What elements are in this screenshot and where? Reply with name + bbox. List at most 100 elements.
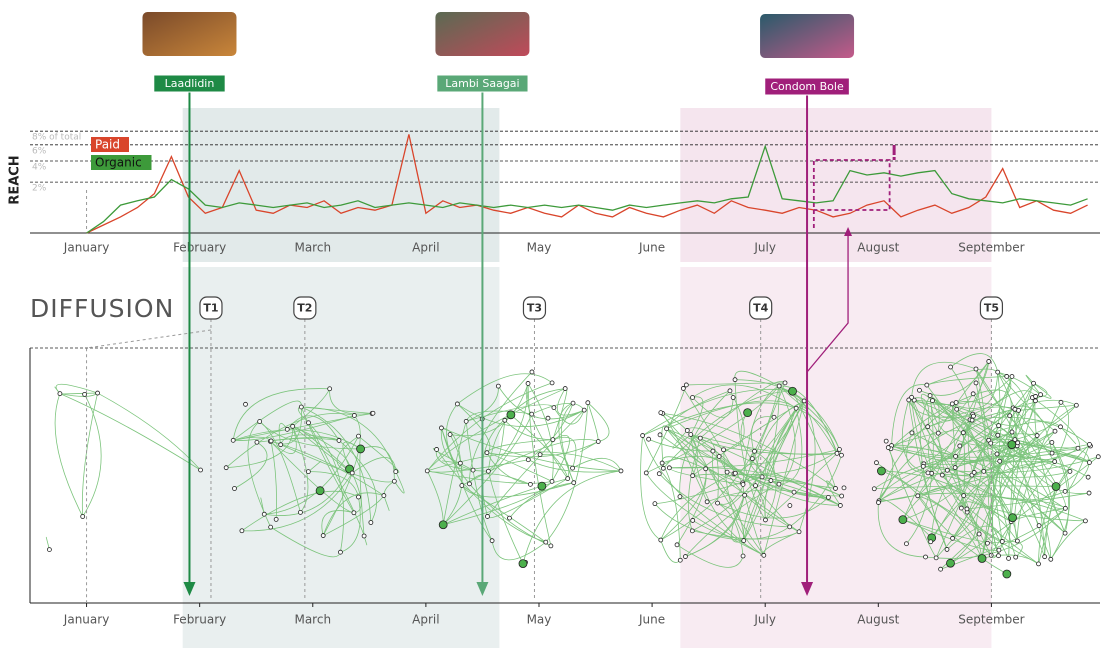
network-node	[886, 446, 890, 450]
network-node	[1037, 524, 1041, 528]
network-edge	[487, 479, 567, 518]
infographic: REACH DIFFUSION 8% of total6%4%2%January…	[0, 0, 1104, 648]
network-node	[467, 482, 471, 486]
network-node	[916, 494, 920, 498]
network-node	[1087, 461, 1091, 465]
network-node	[1086, 475, 1090, 479]
network-node	[675, 543, 679, 547]
x-tick-label: August	[857, 613, 899, 627]
network-edge	[505, 420, 553, 439]
network-node	[1063, 489, 1067, 493]
network-edge	[56, 384, 98, 393]
network-node	[876, 501, 880, 505]
network-node	[698, 436, 702, 440]
network-node	[661, 466, 665, 470]
network-node	[1049, 557, 1053, 561]
network-node	[47, 548, 51, 552]
network-node	[929, 540, 933, 544]
network-node	[586, 401, 590, 405]
network-node	[572, 481, 576, 485]
network-node	[274, 517, 278, 521]
network-node	[660, 461, 664, 465]
network-edge	[588, 403, 609, 442]
x-tick-label: September	[958, 613, 1024, 627]
timepoint-label: T3	[527, 302, 542, 315]
network-node	[741, 482, 745, 486]
network-node	[485, 451, 489, 455]
network-node	[877, 467, 885, 475]
network-node	[972, 470, 976, 474]
network-node	[1015, 539, 1019, 543]
network-node	[783, 381, 787, 385]
network-node	[199, 468, 203, 472]
network-node	[1008, 441, 1016, 449]
network-node	[526, 458, 530, 462]
network-node	[728, 389, 732, 393]
network-node	[1063, 531, 1067, 535]
network-node	[485, 514, 489, 518]
network-node	[985, 541, 989, 545]
network-node	[1074, 403, 1078, 407]
network-node	[596, 440, 600, 444]
network-node	[486, 469, 490, 473]
network-node	[371, 411, 375, 415]
network-node	[1083, 519, 1087, 523]
network-node	[1003, 570, 1011, 578]
network-node	[337, 438, 341, 442]
network-node	[550, 381, 554, 385]
network-node	[802, 399, 806, 403]
network-node	[930, 399, 934, 403]
event-label: Condom Bole	[770, 80, 844, 93]
network-node	[978, 555, 986, 563]
network-node	[936, 431, 940, 435]
network-node	[460, 484, 464, 488]
network-node	[394, 470, 398, 474]
network-node	[549, 544, 553, 548]
network-node	[519, 560, 527, 568]
network-node	[298, 510, 302, 514]
anomaly-mark	[893, 145, 896, 155]
network-node	[945, 468, 949, 472]
network-node	[717, 454, 721, 458]
x-tick-label: March	[294, 241, 331, 255]
section-title: DIFFUSION	[30, 294, 174, 323]
network-edge	[523, 471, 621, 564]
x-tick-label: September	[958, 241, 1024, 255]
y-tick-label: 6%	[32, 146, 47, 156]
x-tick-label: May	[527, 241, 552, 255]
network-node	[684, 383, 688, 387]
network-node	[924, 555, 928, 559]
network-node	[789, 387, 797, 395]
network-node	[996, 433, 1000, 437]
network-node	[743, 493, 747, 497]
network-node	[982, 469, 986, 473]
network-node	[659, 538, 663, 542]
network-node	[725, 470, 729, 474]
network-edge	[546, 403, 588, 542]
network-node	[316, 487, 324, 495]
network-node	[1032, 381, 1036, 385]
network-node	[788, 525, 792, 529]
network-node	[328, 387, 332, 391]
network-node	[1050, 440, 1054, 444]
network-node	[1053, 460, 1057, 464]
network-node	[306, 421, 310, 425]
network-node	[291, 424, 295, 428]
network-node	[563, 387, 567, 391]
network-node	[425, 469, 429, 473]
network-node	[255, 440, 259, 444]
network-node	[716, 501, 720, 505]
network-node	[958, 444, 962, 448]
network-node	[689, 433, 693, 437]
network-node	[538, 453, 542, 457]
network-node	[731, 396, 735, 400]
network-node	[458, 461, 462, 465]
network-node	[530, 412, 534, 416]
network-node	[1034, 394, 1038, 398]
network-node	[691, 518, 695, 522]
network-node	[653, 502, 657, 506]
network-node	[835, 451, 839, 455]
network-node	[1010, 374, 1014, 378]
network-node	[950, 402, 954, 406]
network-node	[546, 416, 550, 420]
